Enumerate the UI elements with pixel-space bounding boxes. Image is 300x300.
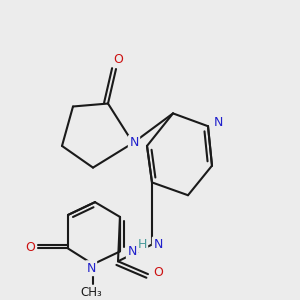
Text: N: N: [213, 116, 223, 129]
Text: O: O: [153, 266, 163, 279]
Text: N: N: [153, 238, 163, 251]
Text: N: N: [129, 136, 139, 149]
Text: H: H: [137, 238, 147, 251]
Text: CH₃: CH₃: [80, 286, 102, 299]
Text: N: N: [127, 245, 137, 258]
Text: N: N: [86, 262, 96, 275]
Text: O: O: [113, 53, 123, 66]
Text: O: O: [25, 241, 35, 254]
